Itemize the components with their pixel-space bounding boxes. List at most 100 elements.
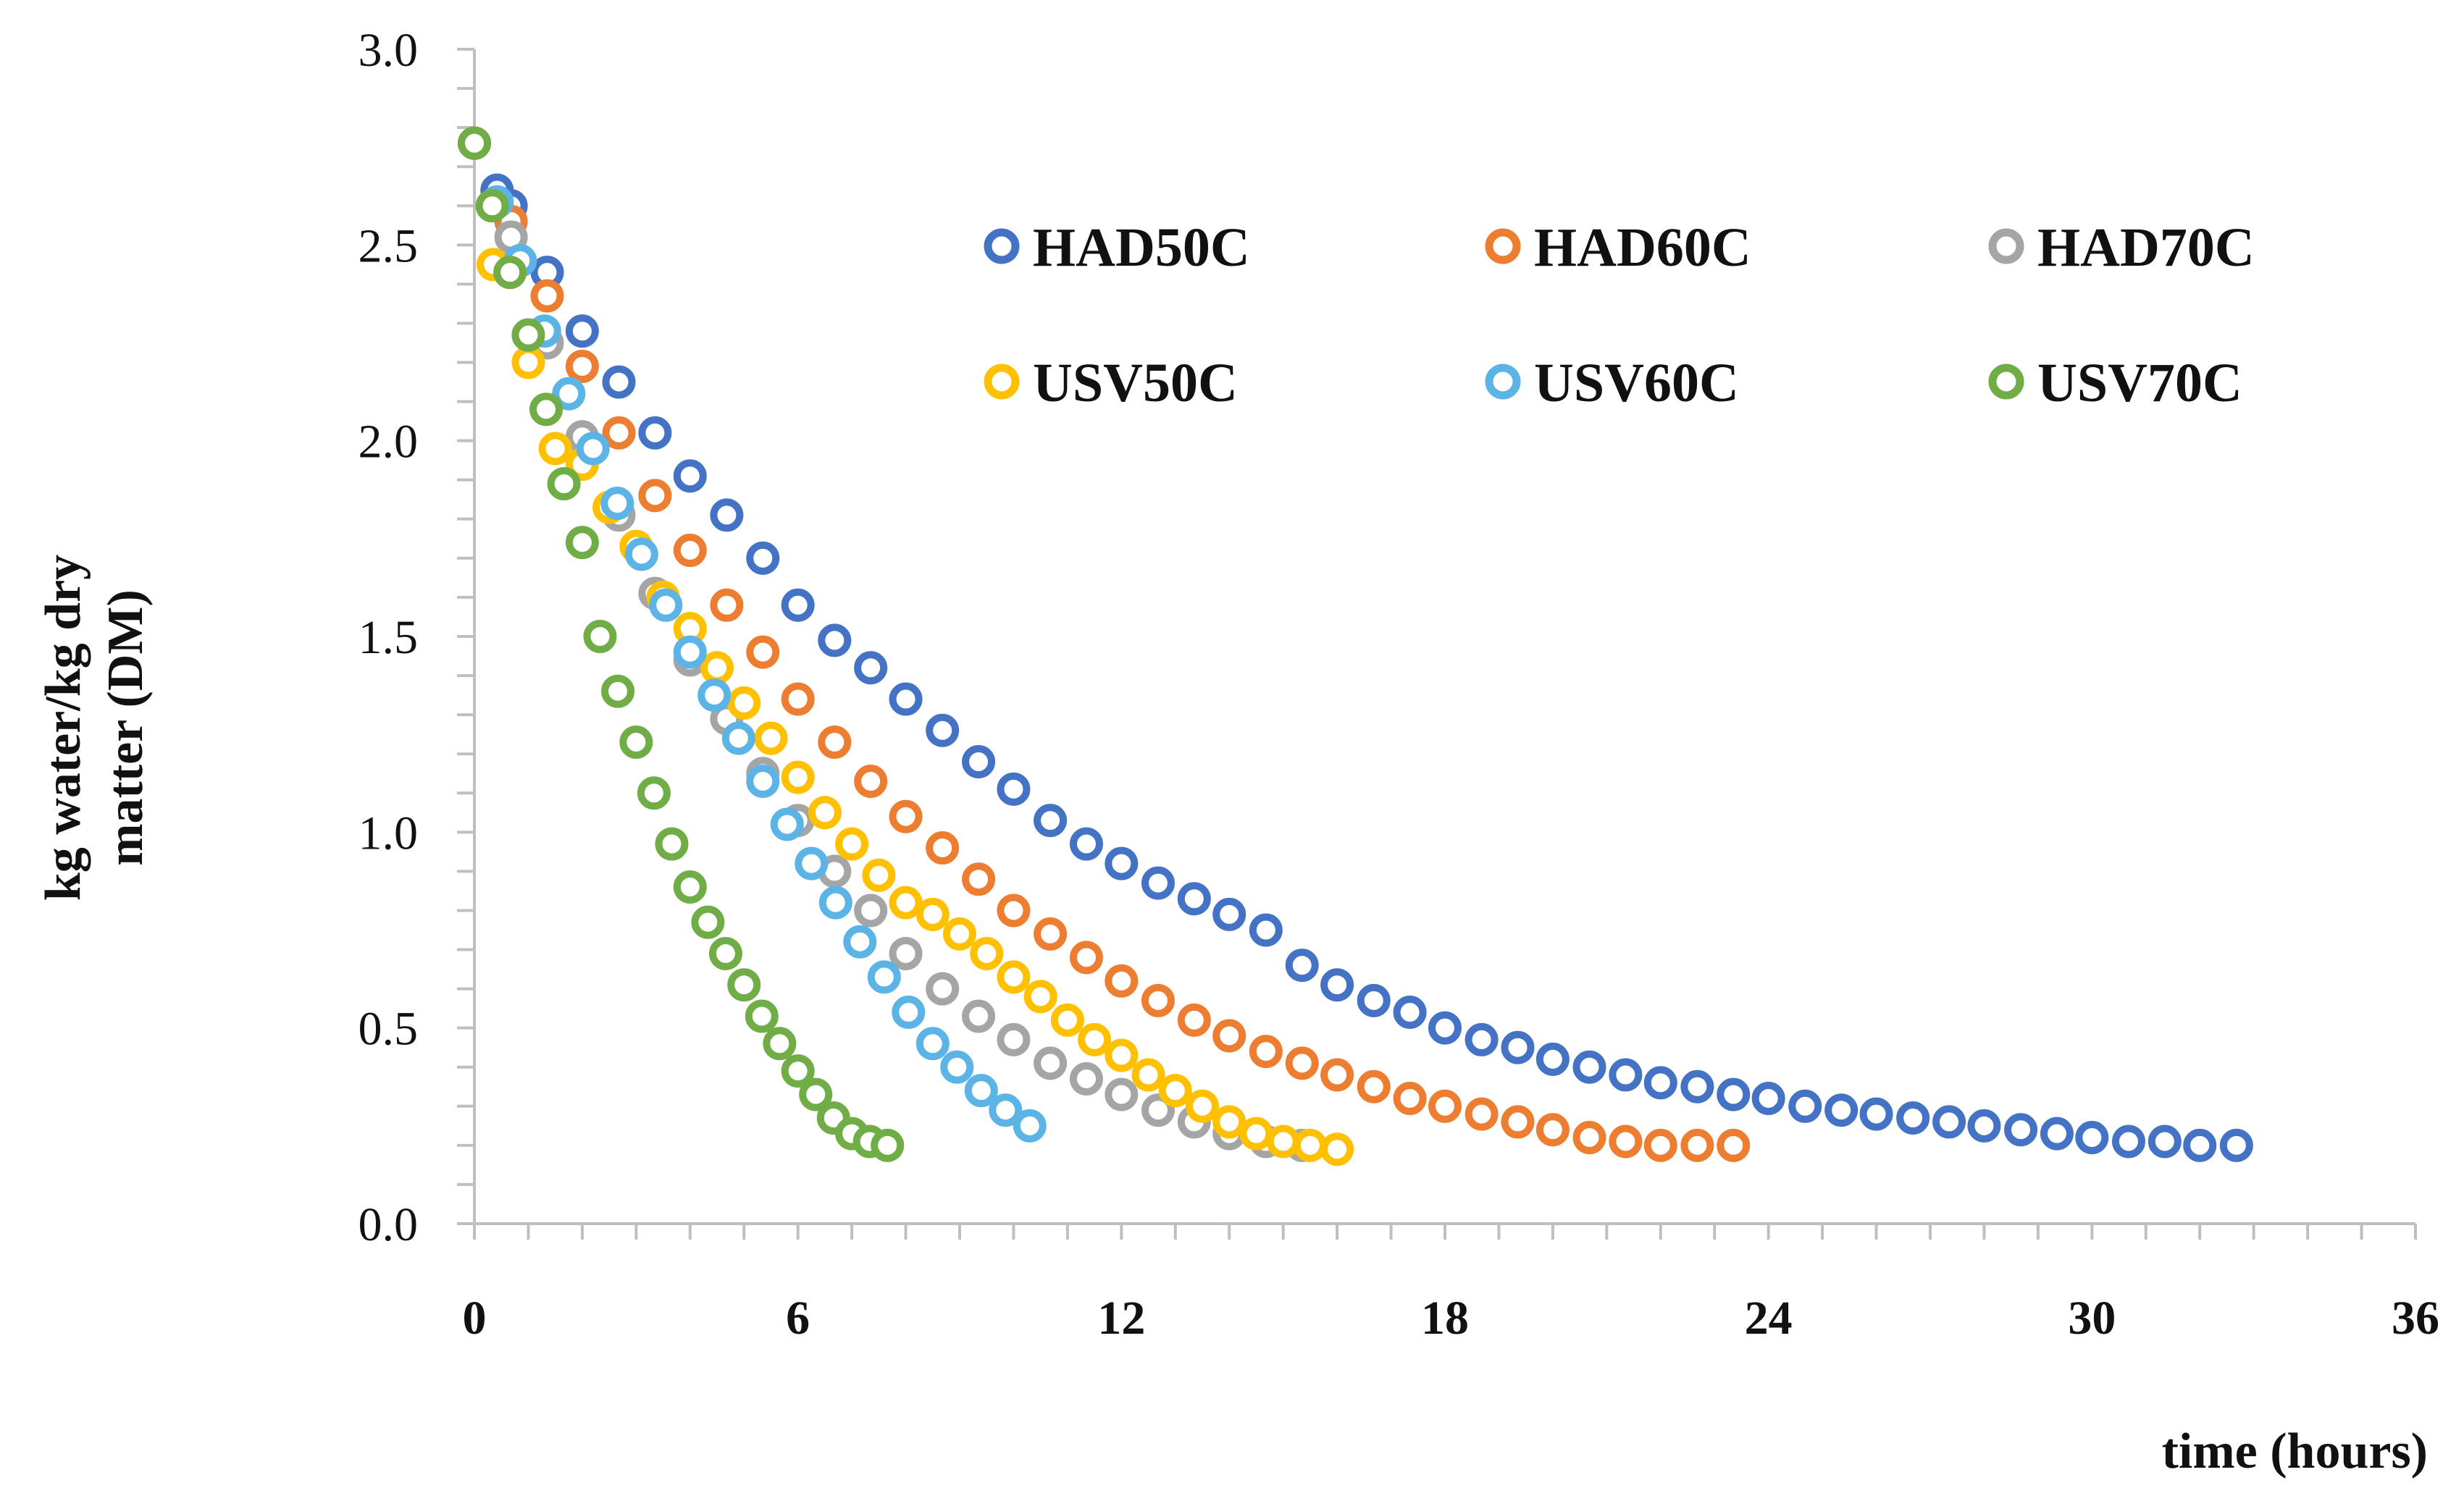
- legend-marker: [984, 363, 1020, 400]
- data-point: [1428, 1011, 1462, 1045]
- legend-label: USV50C: [1033, 353, 1238, 413]
- data-point: [493, 256, 527, 290]
- data-point: [818, 886, 852, 920]
- data-point: [1034, 917, 1068, 951]
- data-point: [2183, 1128, 2217, 1162]
- data-point: [1293, 1128, 1327, 1162]
- data-point: [1131, 1058, 1165, 1092]
- data-point: [673, 635, 707, 669]
- data-point: [673, 870, 707, 904]
- data-point: [637, 776, 671, 810]
- data-point: [1177, 1003, 1211, 1037]
- data-point: [2147, 1124, 2182, 1159]
- data-point: [1034, 804, 1068, 838]
- data-point: [1212, 1019, 1246, 1053]
- y-tick-label: 0.5: [359, 1003, 419, 1056]
- data-point: [727, 686, 761, 720]
- data-point: [889, 799, 923, 833]
- data-point: [1464, 1097, 1499, 1131]
- x-tick-label: 24: [1745, 1292, 1793, 1345]
- y-tick-label: 0.0: [359, 1198, 419, 1251]
- y-tick-label: 2.5: [359, 219, 419, 272]
- legend-marker: [984, 228, 1020, 264]
- data-point: [781, 760, 815, 794]
- data-point: [1609, 1058, 1643, 1092]
- data-point: [1078, 1022, 1112, 1056]
- data-point: [727, 968, 761, 1002]
- data-point: [1034, 1046, 1068, 1080]
- y-axis-title-line-2: matter (DM): [98, 589, 154, 866]
- x-tick-label: 18: [1421, 1292, 1469, 1345]
- data-point: [997, 894, 1031, 928]
- data-point: [1680, 1128, 1714, 1162]
- data-point: [1177, 882, 1211, 916]
- x-tick-label: 0: [463, 1292, 487, 1345]
- data-point: [1069, 827, 1103, 861]
- data-point: [673, 459, 707, 493]
- data-point: [565, 314, 599, 348]
- data-point: [915, 1027, 950, 1061]
- data-point: [854, 765, 888, 799]
- data-point: [862, 858, 896, 892]
- data-point: [1393, 1081, 1427, 1115]
- data-point: [1239, 1117, 1273, 1151]
- data-point: [710, 588, 744, 622]
- data-points: [458, 126, 2253, 1166]
- data-point: [926, 831, 960, 865]
- x-tick-label: 36: [2392, 1292, 2439, 1345]
- data-point: [1158, 1074, 1192, 1108]
- data-point: [854, 651, 888, 685]
- data-point: [583, 620, 617, 653]
- data-point: [638, 479, 672, 513]
- data-point: [746, 635, 780, 669]
- data-point: [915, 897, 950, 931]
- data-point: [600, 487, 634, 521]
- y-tick-label: 3.0: [359, 24, 419, 77]
- data-point: [1141, 983, 1175, 1017]
- data-point: [1535, 1042, 1570, 1076]
- data-point: [538, 432, 572, 466]
- data-point: [1013, 1109, 1047, 1143]
- data-point: [602, 416, 636, 450]
- data-point: [1212, 1105, 1246, 1139]
- minor-tick-layer: [457, 48, 2417, 1240]
- data-point: [889, 936, 923, 970]
- series-usv70c: [458, 126, 905, 1162]
- data-point: [1932, 1105, 1966, 1139]
- data-point: [997, 772, 1031, 806]
- data-point: [835, 827, 869, 861]
- legend-label: USV70C: [2037, 353, 2242, 413]
- legend-marker: [1485, 363, 1521, 400]
- x-tick-labels: 0 6 12 18 24 30 36: [463, 1292, 2440, 1345]
- data-point: [943, 917, 976, 951]
- data-point: [926, 972, 960, 1006]
- data-point: [2004, 1113, 2038, 1147]
- data-point: [1023, 980, 1057, 1014]
- data-point: [1320, 1058, 1354, 1092]
- data-point: [763, 1027, 797, 1061]
- data-point: [989, 1093, 1023, 1127]
- data-point: [795, 846, 829, 880]
- y-tick-labels: 0.0 0.5 1.0 1.5 2.0 2.5 3.0: [359, 24, 419, 1251]
- data-point: [2075, 1121, 2109, 1155]
- data-point: [2040, 1117, 2074, 1151]
- data-point: [867, 960, 901, 994]
- data-point: [576, 432, 610, 466]
- data-point: [818, 725, 852, 759]
- x-axis-title: time (hours): [2162, 1424, 2428, 1479]
- data-point: [691, 905, 725, 939]
- data-point: [601, 674, 635, 708]
- data-point: [1572, 1121, 1606, 1155]
- data-point: [854, 894, 888, 928]
- data-point: [547, 467, 581, 501]
- data-point: [710, 498, 744, 532]
- data-point: [565, 349, 599, 383]
- data-point: [970, 936, 1004, 970]
- data-point: [871, 1128, 905, 1162]
- legend-label: HAD70C: [2037, 217, 2255, 278]
- data-point: [1357, 1069, 1391, 1103]
- data-point: [889, 682, 923, 716]
- legend-marker: [1988, 228, 2024, 264]
- data-point: [754, 721, 788, 755]
- data-point: [1249, 1035, 1283, 1069]
